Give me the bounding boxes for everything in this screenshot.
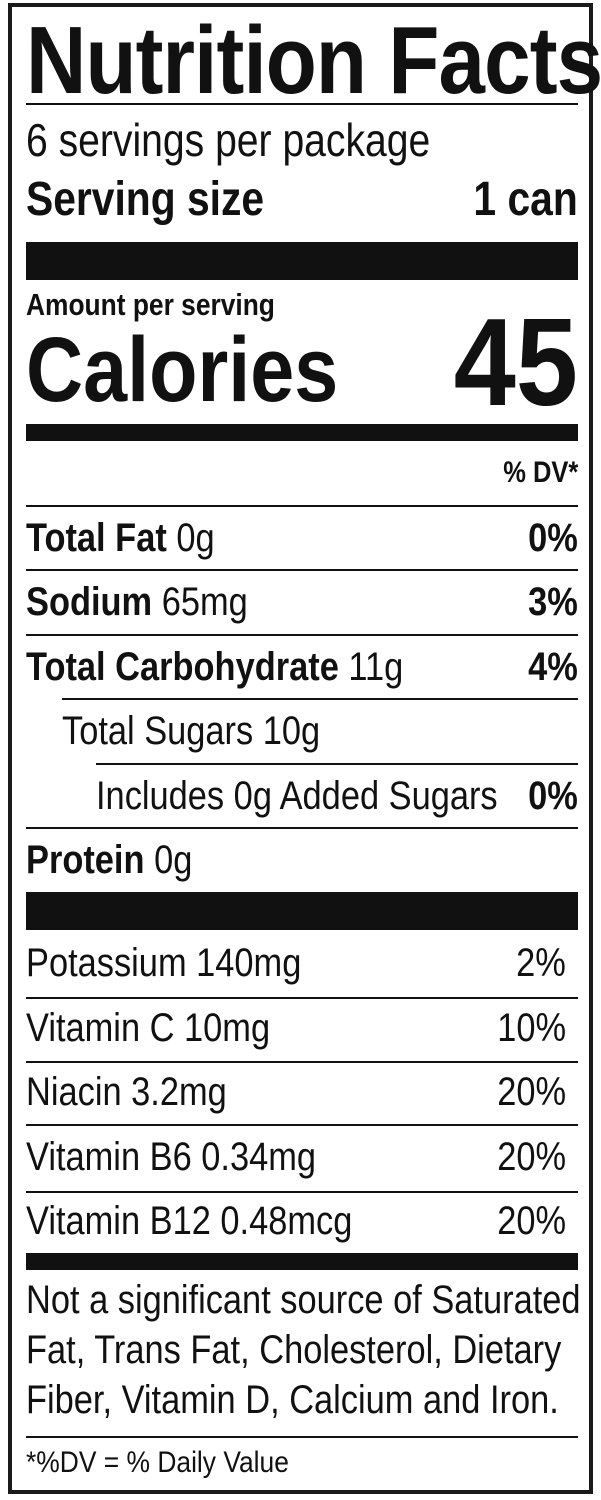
medium-divider bbox=[26, 1253, 578, 1270]
medium-divider bbox=[26, 424, 578, 441]
vitamin-text: Vitamin B6 0.34mg bbox=[26, 1135, 317, 1179]
nutrient-row-protein: Protein 0g bbox=[26, 829, 578, 891]
nutrient-row-sodium: Sodium 65mg 3% bbox=[26, 571, 578, 633]
divider bbox=[26, 1436, 578, 1438]
nutrient-dv: 4% bbox=[528, 645, 578, 689]
thick-divider bbox=[26, 242, 578, 280]
divider bbox=[26, 997, 578, 999]
vitamin-row-vitamin-b12: Vitamin B12 0.48mcg 20% bbox=[26, 1190, 578, 1252]
calories-value: 45 bbox=[453, 294, 578, 432]
footnote-line: Fiber, Vitamin D, Calcium and Iron. bbox=[26, 1378, 559, 1422]
nutrient-name: Total Carbohydrate bbox=[26, 645, 339, 689]
nutrient-row-total-fat: Total Fat 0g 0% bbox=[26, 507, 578, 569]
divider bbox=[26, 1191, 578, 1193]
nutrient-row-total-carbohydrate: Total Carbohydrate 11g 4% bbox=[26, 636, 578, 698]
nutrient-amount: 11g bbox=[348, 645, 404, 689]
label-title: Nutrition Facts bbox=[26, 7, 601, 114]
footnote-line: Fat, Trans Fat, Cholesterol, Dietary bbox=[26, 1328, 562, 1372]
divider bbox=[62, 698, 578, 700]
vitamin-text: Niacin 3.2mg bbox=[26, 1070, 227, 1114]
serving-size-value: 1 can bbox=[473, 173, 578, 226]
vitamin-text: Vitamin B12 0.48mcg bbox=[26, 1199, 353, 1243]
vitamin-dv: 20% bbox=[497, 1135, 566, 1179]
dv-header: % DV* bbox=[502, 456, 578, 489]
nutrient-amount: Includes 0g Added Sugars bbox=[96, 774, 498, 818]
vitamin-row-vitamin-c: Vitamin C 10mg 10% bbox=[26, 997, 578, 1059]
thick-divider bbox=[26, 892, 578, 930]
serving-size-label: Serving size bbox=[26, 173, 265, 226]
calories-label: Calories bbox=[26, 319, 339, 421]
vitamin-dv: 20% bbox=[497, 1070, 566, 1114]
nutrient-row-added-sugars: Includes 0g Added Sugars 0% bbox=[26, 765, 578, 827]
divider bbox=[26, 569, 578, 571]
nutrient-name: Protein bbox=[26, 838, 145, 882]
vitamin-row-potassium: Potassium 140mg 2% bbox=[26, 932, 578, 994]
nutrient-name: Total Fat bbox=[26, 516, 167, 560]
nutrient-amount: Total Sugars 10g bbox=[62, 709, 321, 753]
nutrition-label-border bbox=[8, 3, 593, 1494]
vitamin-dv: 20% bbox=[497, 1199, 566, 1243]
nutrient-row-total-sugars: Total Sugars 10g bbox=[26, 700, 578, 762]
vitamin-row-vitamin-b6: Vitamin B6 0.34mg 20% bbox=[26, 1126, 578, 1188]
servings-per-package: 6 servings per package bbox=[26, 114, 431, 166]
vitamin-text: Vitamin C 10mg bbox=[26, 1006, 271, 1050]
divider bbox=[26, 827, 578, 829]
footnote-line: Not a significant source of Saturated bbox=[26, 1278, 581, 1322]
nutrient-name: Sodium bbox=[26, 580, 153, 624]
divider bbox=[26, 505, 578, 507]
vitamin-row-niacin: Niacin 3.2mg 20% bbox=[26, 1061, 578, 1123]
nutrient-amount: 65mg bbox=[161, 580, 248, 624]
divider bbox=[26, 1124, 578, 1126]
nutrient-dv: 0% bbox=[528, 774, 578, 818]
dv-note: *%DV = % Daily Value bbox=[26, 1446, 289, 1479]
vitamin-text: Potassium 140mg bbox=[26, 941, 302, 985]
amount-per-serving: Amount per serving bbox=[26, 287, 275, 322]
divider bbox=[26, 1061, 578, 1063]
vitamin-dv: 2% bbox=[516, 941, 566, 985]
nutrient-amount: 0g bbox=[176, 516, 215, 560]
nutrient-amount: 0g bbox=[154, 838, 193, 882]
divider bbox=[26, 634, 578, 636]
divider bbox=[26, 103, 578, 105]
vitamin-dv: 10% bbox=[497, 1006, 566, 1050]
divider bbox=[96, 763, 578, 765]
nutrient-dv: 3% bbox=[528, 580, 578, 624]
nutrient-dv: 0% bbox=[528, 516, 578, 560]
